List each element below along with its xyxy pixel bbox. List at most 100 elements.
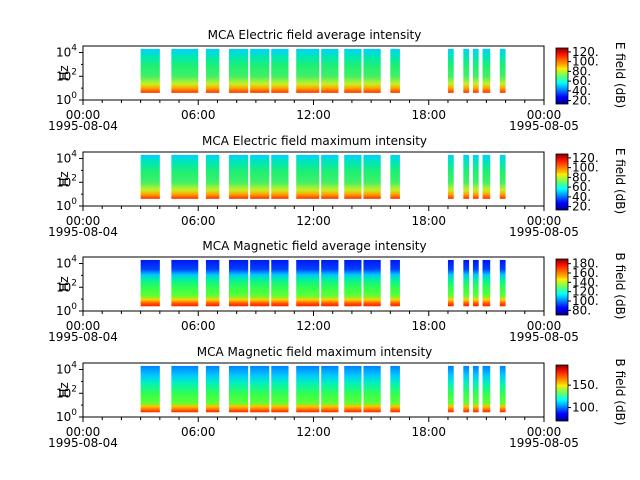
x-tick-label: 12:00	[296, 425, 331, 439]
x-tick-label: 00:00	[66, 319, 101, 333]
y-tick-label: 104	[56, 255, 77, 271]
data-strip	[205, 154, 220, 199]
y-tick-label: 102	[56, 384, 77, 400]
panel-title: MCA Magnetic field maximum intensity	[197, 345, 433, 359]
colorbar	[556, 259, 568, 315]
panel-3: MCA Magnetic field average intensity 100 1…	[48, 239, 627, 344]
data-strip	[447, 48, 454, 93]
data-strip	[321, 365, 339, 413]
colorbar-label: E field (dB)	[613, 42, 627, 108]
data-strip	[171, 48, 199, 93]
x-tick-label: 06:00	[181, 108, 216, 122]
colorbar-tick-label: 120.	[572, 151, 599, 165]
data-strip	[271, 259, 289, 307]
data-strip	[472, 48, 479, 93]
y-tick-label: 100	[56, 197, 77, 213]
colorbar	[556, 48, 568, 104]
data-strip	[321, 154, 339, 199]
data-strip	[482, 48, 491, 93]
data-strip	[271, 48, 289, 93]
panel-title: MCA Magnetic field average intensity	[202, 239, 426, 253]
data-strip	[482, 365, 491, 413]
colorbar-frame	[555, 153, 569, 211]
colorbar-tick-label: 100.	[572, 401, 599, 415]
panel-4: MCA Magnetic field maximum intensity 100 1…	[48, 345, 627, 450]
x-tick-label: 18:00	[411, 108, 446, 122]
colorbar-tick-label: 80.	[572, 303, 591, 317]
data-strip	[363, 259, 381, 307]
colorbar-tick-label: 100.	[572, 55, 599, 69]
data-strip	[171, 154, 199, 199]
data-strip	[499, 365, 506, 413]
colorbar	[556, 154, 568, 210]
colorbar-tick-label: 20.	[572, 94, 591, 108]
y-tick-label: 104	[56, 150, 77, 166]
colorbar-frame	[555, 364, 569, 422]
colorbar-tick-label: 60.	[572, 180, 591, 194]
y-tick-label: 100	[56, 408, 77, 424]
x-tick-label: 12:00	[296, 214, 331, 228]
x-tick-label: 00:00	[527, 319, 562, 333]
y-axis-label: Hz	[57, 276, 71, 291]
y-tick-label: 104	[56, 44, 77, 60]
data-strip	[296, 48, 320, 93]
data-strip	[140, 48, 160, 93]
x-tick-label: 12:00	[296, 319, 331, 333]
data-strip	[296, 154, 320, 199]
data-strip	[390, 365, 400, 413]
colorbar	[556, 365, 568, 421]
x-date-label: 1995-08-05	[509, 119, 579, 133]
x-tick-label: 18:00	[411, 319, 446, 333]
y-tick-label: 100	[56, 302, 77, 318]
data-strip	[390, 48, 400, 93]
colorbar-tick-label: 150.	[572, 378, 599, 392]
colorbar-label: B field (dB)	[613, 253, 627, 320]
y-axis-label: Hz	[57, 171, 71, 186]
y-tick-label: 102	[56, 278, 77, 294]
data-strip	[344, 259, 362, 307]
data-strip	[472, 365, 479, 413]
data-strip	[228, 48, 249, 93]
data-strip	[140, 365, 160, 413]
data-strip	[482, 259, 491, 307]
colorbar-frame	[555, 258, 569, 316]
colorbar-tick-label: 180.	[572, 257, 599, 271]
x-date-label: 1995-08-04	[48, 330, 118, 344]
panel-title: MCA Electric field average intensity	[208, 28, 422, 42]
x-tick-label: 00:00	[527, 425, 562, 439]
x-date-label: 1995-08-04	[48, 436, 118, 450]
y-tick-label: 104	[56, 361, 77, 377]
x-tick-label: 06:00	[181, 319, 216, 333]
panel-1: MCA Electric field average intensity 100 1…	[48, 28, 627, 133]
data-strip	[205, 259, 220, 307]
y-tick-label: 102	[56, 173, 77, 189]
data-strip	[321, 48, 339, 93]
x-tick-label: 06:00	[181, 214, 216, 228]
colorbar-tick-label: 100.	[572, 161, 599, 175]
data-strip	[205, 365, 220, 413]
x-tick-label: 00:00	[66, 214, 101, 228]
y-axis-label: Hz	[57, 382, 71, 397]
data-strip	[250, 48, 270, 93]
data-strip	[296, 259, 320, 307]
data-strip	[296, 365, 320, 413]
data-strip	[344, 154, 362, 199]
data-strip	[447, 365, 454, 413]
y-axis-label: Hz	[57, 65, 71, 80]
data-strip	[499, 48, 506, 93]
data-strip	[205, 48, 220, 93]
y-tick-label: 102	[56, 67, 77, 83]
colorbar-tick-label: 80.	[572, 170, 591, 184]
data-strip	[447, 259, 454, 307]
x-tick-label: 18:00	[411, 214, 446, 228]
data-strip	[472, 259, 479, 307]
x-tick-label: 00:00	[527, 108, 562, 122]
data-strip	[228, 154, 249, 199]
colorbar-tick-label: 100.	[572, 294, 599, 308]
data-strip	[463, 48, 470, 93]
colorbar-tick-label: 40.	[572, 84, 591, 98]
colorbar-label: B field (dB)	[613, 359, 627, 426]
data-strip	[250, 154, 270, 199]
data-strip	[482, 154, 491, 199]
